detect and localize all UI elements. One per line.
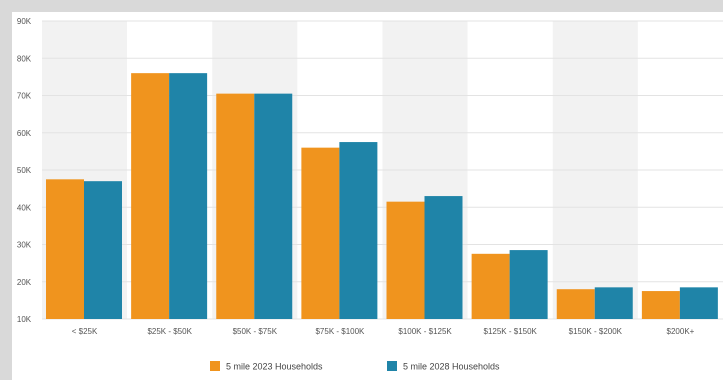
bar-2028 — [339, 142, 378, 319]
bar-2023 — [131, 73, 170, 320]
bar-2023 — [46, 179, 84, 319]
bar-2023 — [216, 93, 255, 319]
y-tick-label: 40K — [17, 203, 32, 212]
x-tick-label: $100K - $125K — [398, 327, 452, 336]
y-tick-label: 30K — [17, 241, 32, 250]
bar-2023 — [386, 201, 425, 319]
bar-2028 — [509, 250, 548, 319]
y-tick-label: 90K — [17, 17, 32, 26]
bar-2023 — [641, 291, 680, 319]
x-tick-label: $125K - $150K — [484, 327, 538, 336]
bar-2028 — [679, 287, 718, 319]
bar-2023 — [471, 253, 510, 319]
x-tick-label: < $25K — [72, 327, 98, 336]
bar-2028 — [594, 287, 633, 319]
bar-2023 — [301, 147, 340, 319]
bar-2028 — [254, 93, 293, 319]
legend-swatch — [387, 361, 397, 371]
x-tick-label: $150K - $200K — [569, 327, 623, 336]
legend-swatch — [210, 361, 220, 371]
y-tick-label: 80K — [17, 54, 32, 63]
bar-2028 — [169, 73, 208, 320]
legend-label: 5 mile 2023 Households — [226, 362, 323, 372]
bar-2028 — [424, 196, 463, 319]
y-tick-label: 10K — [17, 315, 32, 324]
x-tick-label: $75K - $100K — [315, 327, 365, 336]
y-tick-label: 60K — [17, 129, 32, 138]
y-tick-label: 20K — [17, 278, 32, 287]
x-tick-label: $50K - $75K — [233, 327, 278, 336]
bar-2023 — [556, 289, 595, 319]
y-tick-label: 50K — [17, 166, 32, 175]
y-tick-label: 70K — [17, 92, 32, 101]
x-tick-label: $200K+ — [667, 327, 695, 336]
bar-2028 — [84, 181, 122, 319]
x-tick-label: $25K - $50K — [147, 327, 192, 336]
legend-label: 5 mile 2028 Households — [403, 362, 500, 372]
